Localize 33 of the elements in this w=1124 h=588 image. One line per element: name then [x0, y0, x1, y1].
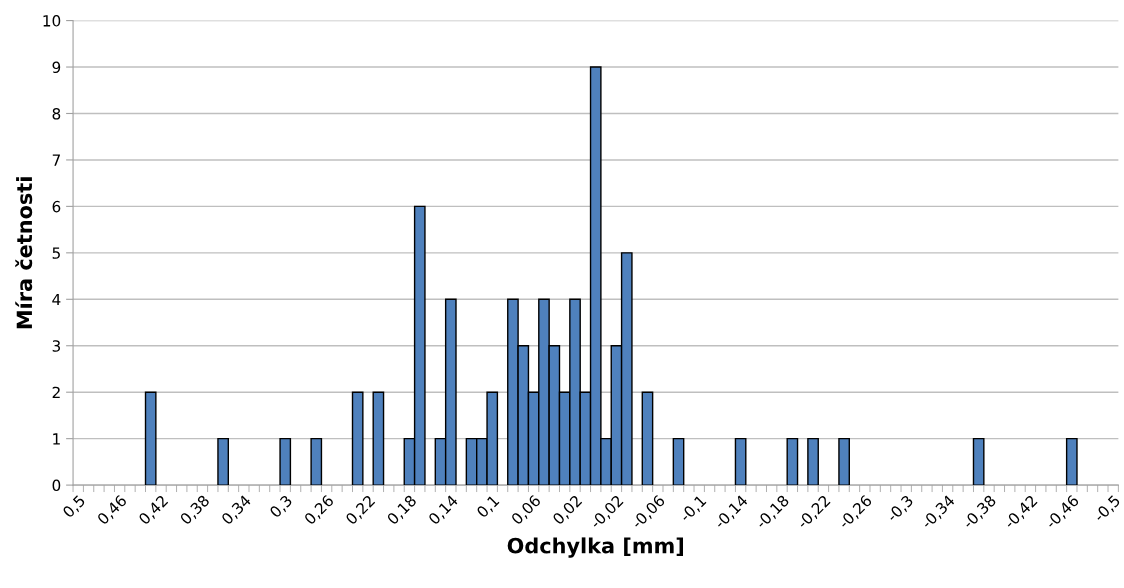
bar	[310, 437, 323, 486]
bar	[786, 437, 799, 486]
y-tick-label: 4	[52, 293, 61, 306]
bar	[838, 437, 850, 486]
y-tick-label: 9	[52, 61, 61, 74]
y-tick-label: 2	[52, 386, 60, 398]
bar	[672, 437, 685, 486]
x-tick-label: 0,1	[475, 494, 501, 520]
bar	[972, 437, 985, 486]
bar	[641, 391, 654, 486]
bar	[351, 391, 364, 486]
x-axis-title: Odchylka [mm]	[507, 537, 683, 558]
bar	[1065, 437, 1078, 486]
bar	[807, 437, 819, 486]
y-tick-label: 5	[52, 247, 60, 259]
bar	[144, 391, 157, 486]
x-tick-label: -0,1	[678, 494, 708, 524]
x-tick-label: -0,3	[885, 494, 915, 524]
x-tick-label: -0,5	[1092, 494, 1122, 524]
bar	[734, 437, 747, 486]
y-axis-title: Míra četnosti	[15, 177, 33, 329]
y-tick-label: 8	[52, 107, 61, 120]
y-tick-label: 0	[52, 479, 61, 492]
bar	[279, 437, 292, 486]
x-tick-label: 0,5	[61, 494, 87, 520]
x-tick-label: 0,3	[268, 494, 294, 520]
y-tick-label: 3	[52, 340, 61, 352]
bar	[217, 437, 230, 486]
y-tick-label: 7	[52, 154, 60, 166]
y-tick-label: 10	[43, 15, 61, 27]
bar	[372, 391, 385, 486]
y-tick-label: 1	[53, 433, 60, 445]
y-tick-label: 6	[52, 200, 61, 213]
